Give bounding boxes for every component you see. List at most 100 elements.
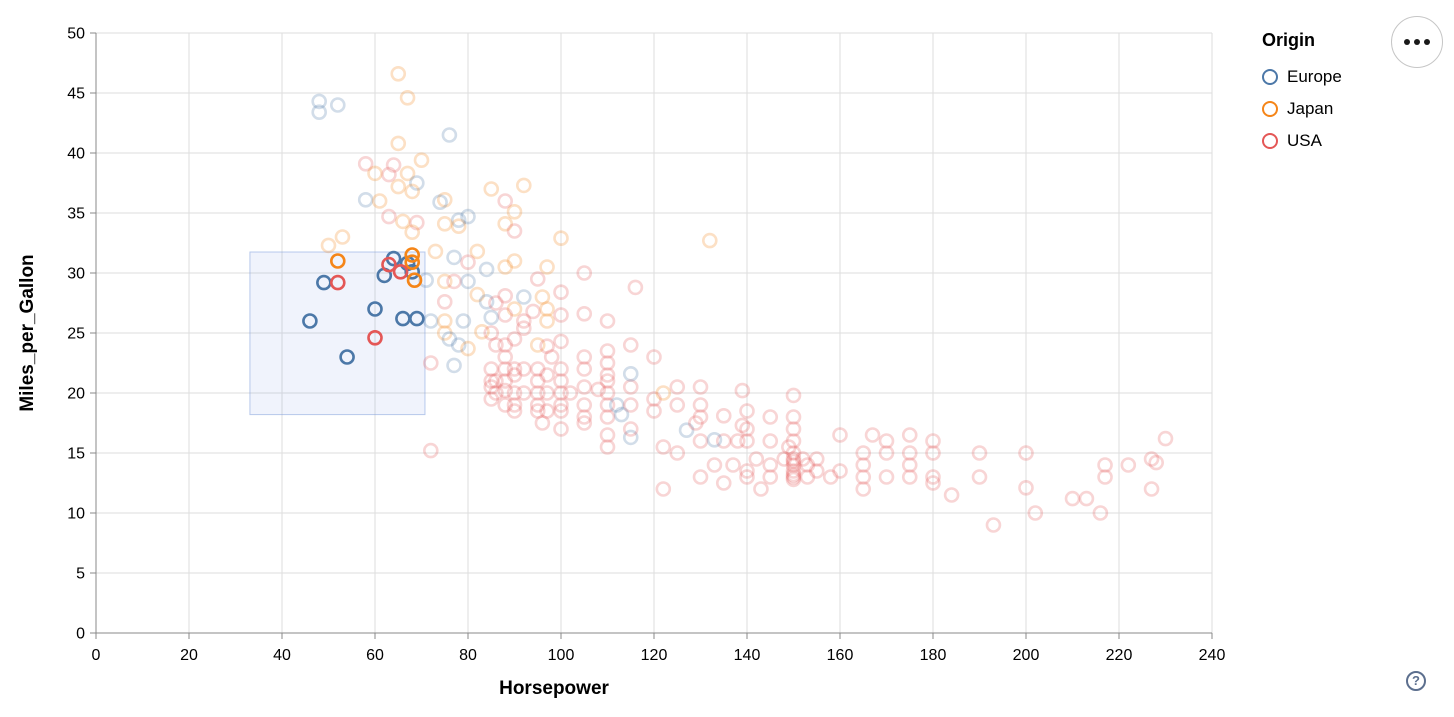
data-point-usa[interactable]: [646, 391, 662, 407]
plot-area[interactable]: 0 20 40 60 80 100 120 140 160 180 200 220 240Horsepo…: [0, 0, 1250, 712]
data-point-usa[interactable]: [971, 469, 988, 485]
data-point-usa[interactable]: [590, 381, 607, 398]
data-point-usa[interactable]: [878, 469, 895, 485]
data-point-usa[interactable]: [506, 385, 523, 401]
data-point-usa[interactable]: [497, 287, 514, 304]
data-point-usa[interactable]: [785, 409, 802, 425]
data-point-usa[interactable]: [506, 331, 523, 347]
data-point-usa-selected[interactable]: [329, 274, 346, 291]
data-point-europe[interactable]: [706, 431, 723, 448]
data-point-europe[interactable]: [418, 272, 434, 289]
data-point-usa[interactable]: [599, 367, 616, 383]
data-point-usa[interactable]: [692, 409, 709, 425]
data-point-europe-selected[interactable]: [404, 263, 421, 280]
data-point-usa[interactable]: [576, 409, 593, 425]
data-point-europe[interactable]: [483, 309, 500, 326]
data-point-usa[interactable]: [576, 305, 593, 322]
data-point-europe[interactable]: [515, 289, 532, 305]
data-point-japan[interactable]: [539, 259, 555, 275]
data-point-usa[interactable]: [515, 320, 532, 337]
data-point-japan[interactable]: [436, 313, 453, 329]
data-point-usa[interactable]: [808, 451, 825, 467]
data-point-usa[interactable]: [692, 379, 709, 395]
data-point-europe-selected[interactable]: [302, 313, 318, 329]
data-point-europe[interactable]: [460, 208, 476, 225]
data-point-japan[interactable]: [497, 216, 514, 232]
data-point-usa[interactable]: [729, 433, 746, 449]
data-point-usa[interactable]: [776, 451, 793, 467]
data-point-usa[interactable]: [655, 481, 672, 497]
data-point-usa[interactable]: [785, 469, 802, 485]
data-point-europe[interactable]: [478, 261, 495, 278]
data-point-usa[interactable]: [762, 457, 779, 473]
data-point-usa[interactable]: [785, 466, 802, 483]
data-point-japan[interactable]: [399, 90, 416, 106]
data-point-europe[interactable]: [455, 313, 472, 329]
data-point-japan[interactable]: [515, 177, 532, 194]
data-point-japan-selected[interactable]: [329, 253, 346, 269]
data-point-usa[interactable]: [497, 373, 514, 389]
data-point-usa[interactable]: [1143, 451, 1160, 467]
data-point-usa[interactable]: [785, 451, 802, 467]
data-point-japan[interactable]: [553, 230, 569, 246]
data-point-usa[interactable]: [622, 397, 639, 413]
data-point-europe[interactable]: [460, 273, 476, 290]
data-point-usa[interactable]: [781, 439, 797, 455]
data-point-usa[interactable]: [599, 397, 616, 413]
data-point-usa[interactable]: [599, 313, 616, 329]
data-point-usa[interactable]: [576, 415, 593, 431]
data-point-usa[interactable]: [822, 469, 839, 485]
data-point-usa[interactable]: [599, 373, 616, 389]
data-point-usa[interactable]: [422, 442, 439, 459]
data-point-usa[interactable]: [715, 475, 732, 491]
data-point-usa[interactable]: [576, 397, 593, 413]
data-point-europe[interactable]: [622, 429, 639, 446]
data-point-japan[interactable]: [436, 216, 453, 232]
data-point-usa[interactable]: [1143, 481, 1160, 497]
data-point-usa[interactable]: [553, 307, 569, 323]
data-point-usa[interactable]: [785, 471, 802, 488]
data-point-japan[interactable]: [539, 301, 555, 317]
data-point-usa[interactable]: [646, 349, 662, 365]
data-point-usa[interactable]: [943, 487, 960, 503]
data-point-usa[interactable]: [855, 481, 872, 497]
data-point-usa[interactable]: [483, 325, 500, 341]
data-point-usa[interactable]: [925, 469, 941, 485]
data-point-japan[interactable]: [450, 218, 467, 234]
data-point-japan[interactable]: [539, 313, 555, 329]
data-point-usa[interactable]: [539, 338, 555, 355]
data-point-usa[interactable]: [497, 349, 514, 365]
data-point-japan[interactable]: [390, 135, 407, 152]
data-point-japan[interactable]: [497, 259, 514, 275]
data-point-usa[interactable]: [785, 445, 802, 461]
data-point-europe[interactable]: [311, 104, 328, 120]
data-point-usa[interactable]: [576, 349, 593, 365]
data-point-usa[interactable]: [1097, 457, 1113, 473]
data-point-usa[interactable]: [483, 373, 500, 389]
data-point-europe[interactable]: [432, 194, 448, 210]
scatter-plot[interactable]: 0 20 40 60 80 100 120 140 160 180 200 220 240 Horsepo…: [0, 0, 1250, 717]
data-point-japan[interactable]: [320, 237, 337, 254]
data-point-japan[interactable]: [371, 193, 388, 209]
data-point-europe[interactable]: [357, 192, 374, 208]
data-point-usa[interactable]: [515, 313, 532, 329]
data-point-usa[interactable]: [692, 469, 709, 485]
data-point-usa[interactable]: [762, 409, 779, 425]
data-point-usa[interactable]: [622, 421, 639, 437]
data-point-usa[interactable]: [1018, 479, 1034, 496]
data-point-usa[interactable]: [446, 273, 462, 290]
data-point-japan[interactable]: [506, 253, 523, 269]
data-point-usa[interactable]: [543, 349, 560, 365]
data-point-usa[interactable]: [599, 439, 616, 455]
data-point-usa[interactable]: [576, 379, 593, 395]
data-point-usa[interactable]: [1027, 505, 1044, 521]
data-point-usa[interactable]: [385, 157, 402, 173]
data-point-usa[interactable]: [688, 415, 704, 431]
data-point-japan[interactable]: [404, 183, 421, 200]
data-point-usa[interactable]: [1092, 505, 1109, 521]
data-point-usa[interactable]: [436, 293, 453, 310]
data-point-japan[interactable]: [506, 204, 523, 220]
data-point-usa[interactable]: [506, 361, 523, 377]
data-point-japan[interactable]: [390, 66, 407, 82]
data-point-usa[interactable]: [488, 385, 504, 401]
